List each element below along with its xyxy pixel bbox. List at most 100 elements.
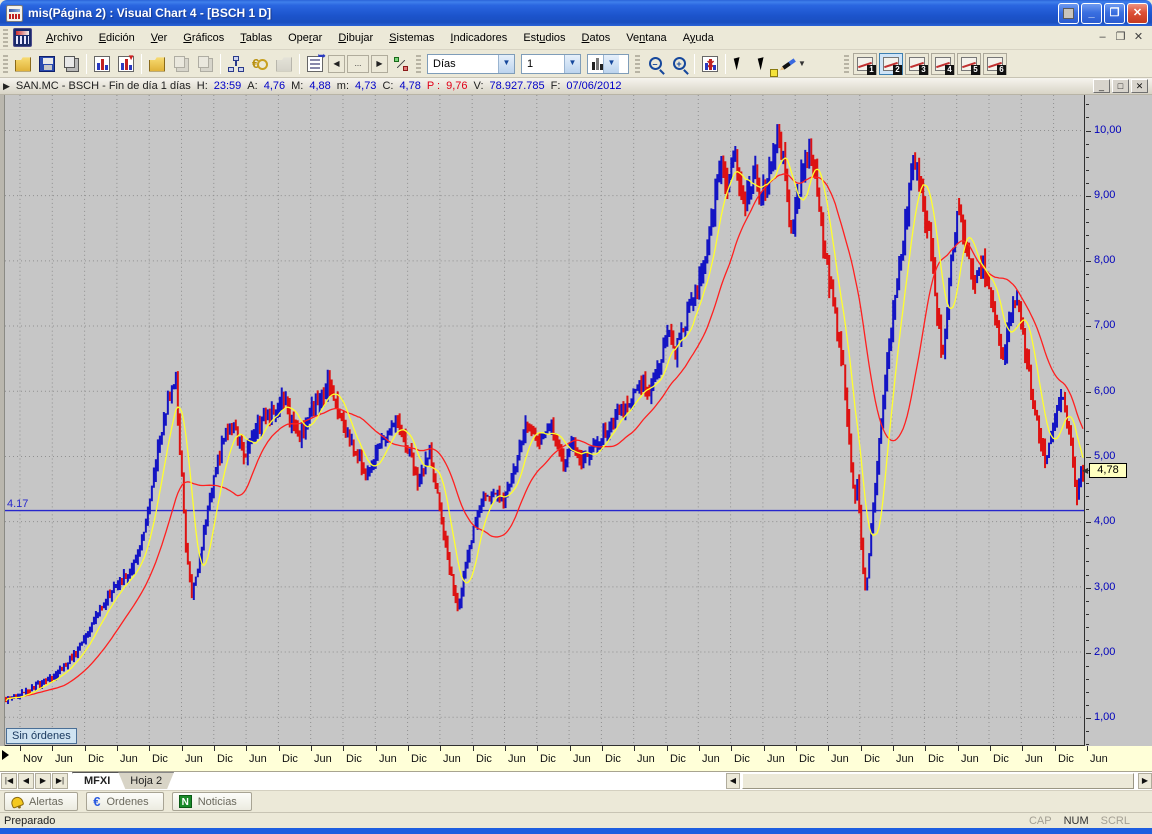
next-symbol-button[interactable]: ▶ [371,54,388,73]
axis-minor-tick [1086,222,1089,223]
chevron-down-icon[interactable]: ▼ [564,54,580,73]
date-axis-label: Nov [23,753,43,765]
axis-major-tick [1086,326,1091,327]
open-workspace-button[interactable] [11,52,35,76]
date-axis-label: Jun [185,753,203,765]
menu-graficos[interactable]: Gráficos [183,31,225,44]
prev-sheet-button[interactable]: ◀ [18,773,34,789]
save-button[interactable] [35,52,59,76]
broker-access-button[interactable] [248,52,272,76]
menu-ventana[interactable]: Ventana [626,31,667,44]
scrollbar-thumb[interactable] [742,772,1134,789]
menu-edicion[interactable]: Edición [98,31,135,44]
scroll-right-button[interactable]: ▶ [1138,772,1152,789]
num-lock-indicator: NUM [1063,814,1089,827]
minimize-button[interactable]: _ [1081,2,1102,24]
close-button[interactable]: ✕ [1127,2,1148,24]
grayed-folder-icon [276,57,292,72]
chart-style-combobox[interactable]: ▼ [587,53,629,74]
chevron-down-icon[interactable]: ▼ [603,54,619,73]
annotation-tool-button[interactable] [753,52,778,77]
symbol-list-button[interactable]: ... [347,54,369,73]
child-window-icon[interactable] [13,28,32,47]
sheet-tab-mfxi[interactable]: MFXI [72,772,122,789]
price-axis-label: 9,00 [1094,189,1116,201]
toolbar-grip4[interactable] [844,54,849,73]
zoom-in-button[interactable]: + [667,52,691,76]
menu-operar[interactable]: Operar [288,31,323,44]
zoom-out-icon: – [648,57,662,70]
chart-close-button[interactable]: ✕ [1131,79,1148,93]
date-axis-tick [990,746,991,751]
next-sheet-button[interactable]: ▶ [35,773,51,789]
first-sheet-button[interactable]: |◀ [1,773,17,789]
menu-archivo[interactable]: Archivo [46,31,83,44]
axis-minor-tick [1086,431,1089,432]
menu-sistemas[interactable]: Sistemas [389,31,435,44]
workspace-page-button-4[interactable]: 4 [931,52,955,75]
chart-restore-button[interactable]: □ [1112,79,1129,93]
alertas-panel-button[interactable]: Alertas [4,792,79,811]
chevron-down-icon[interactable]: ▼ [498,54,514,73]
pointer-tool-button[interactable] [729,52,753,76]
mdi-restore-button[interactable]: ❐ [1115,30,1126,43]
status-text: Preparado [4,814,56,827]
workspace-page-button-3[interactable]: 3 [905,52,929,75]
link-button[interactable] [389,52,413,76]
toolbar-grip2[interactable] [416,54,421,73]
fullscreen-button[interactable] [1058,2,1079,24]
menu-ver[interactable]: Ver [150,31,168,44]
restore-button[interactable]: ❒ [1104,2,1125,24]
new-chart-button[interactable] [90,52,114,76]
periods-combobox[interactable]: 1 ▼ [521,53,581,74]
menu-tablas[interactable]: Tablas [240,31,273,44]
axis-minor-tick [1086,339,1089,340]
chart-info-segment: C: [382,80,394,92]
menu-datos[interactable]: Datos [581,31,611,44]
noticias-panel-button[interactable]: N Noticias [171,792,252,811]
menu-dibujar[interactable]: Dibujar [338,31,374,44]
collapse-arrow-icon[interactable]: ▶ [3,80,10,91]
workspace-page-button-2[interactable]: 2 [879,52,903,75]
interval-combobox[interactable]: Días ▼ [427,53,515,74]
ordenes-panel-button[interactable]: € Ordenes [86,792,164,811]
workspace-page-button-5[interactable]: 5 [957,52,981,75]
mdi-close-button[interactable]: ✕ [1133,30,1144,43]
date-axis[interactable]: Nov Jun Dic Jun Dic Jun Dic Jun Dic Jun Dic Jun Dic J… [0,746,1152,772]
properties-button[interactable] [303,51,327,76]
menu-ayuda[interactable]: Ayuda [682,31,714,44]
connections-button[interactable] [224,52,248,76]
price-axis-label: 5,00 [1094,450,1116,462]
scroll-left-button[interactable]: ◀ [726,772,740,789]
price-axis[interactable]: 10,00 9,00 8,00 7,00 6,00 5,00 4,00 3,00 2,00 1,0… [1086,95,1152,746]
toolbar-grip[interactable] [3,54,8,73]
mdi-minimize-button[interactable]: – [1099,30,1106,43]
date-axis-label: Dic [217,753,233,765]
sheet-tab-hoja-2[interactable]: Hoja 2 [118,772,174,789]
chart-down-icon [118,53,135,72]
workspace-page-button-6[interactable]: 6 [983,52,1007,75]
chart-minimize-button[interactable]: _ [1093,79,1110,93]
workspace-page-button-1[interactable]: 1 [853,52,877,75]
chart-info-segment: P : [426,80,441,92]
menu-indicadores[interactable]: Indicadores [450,31,508,44]
prev-symbol-button[interactable]: ◀ [328,54,345,73]
save-all-button[interactable] [59,52,83,76]
toolbar-grip3[interactable] [635,54,640,73]
zoom-out-button[interactable]: – [643,52,667,76]
price-axis-label: 2,00 [1094,646,1116,658]
last-sheet-button[interactable]: ▶| [52,773,68,789]
date-axis-tick [20,746,21,751]
horizontal-scrollbar[interactable]: ◀ ▶ [726,772,1152,789]
date-axis-label: Jun [767,753,785,765]
open-table-button[interactable] [145,52,169,76]
price-chart-svg[interactable] [5,95,1085,746]
status-bar: Preparado CAP NUM SCRL [0,812,1152,828]
menubar-grip[interactable] [3,28,8,47]
remove-study-button[interactable] [698,52,722,76]
date-axis-label: Jun [637,753,655,765]
draw-tool-button[interactable]: ▼ [777,52,811,76]
insert-indicator-button[interactable] [114,52,138,76]
menu-estudios[interactable]: Estudios [523,31,566,44]
